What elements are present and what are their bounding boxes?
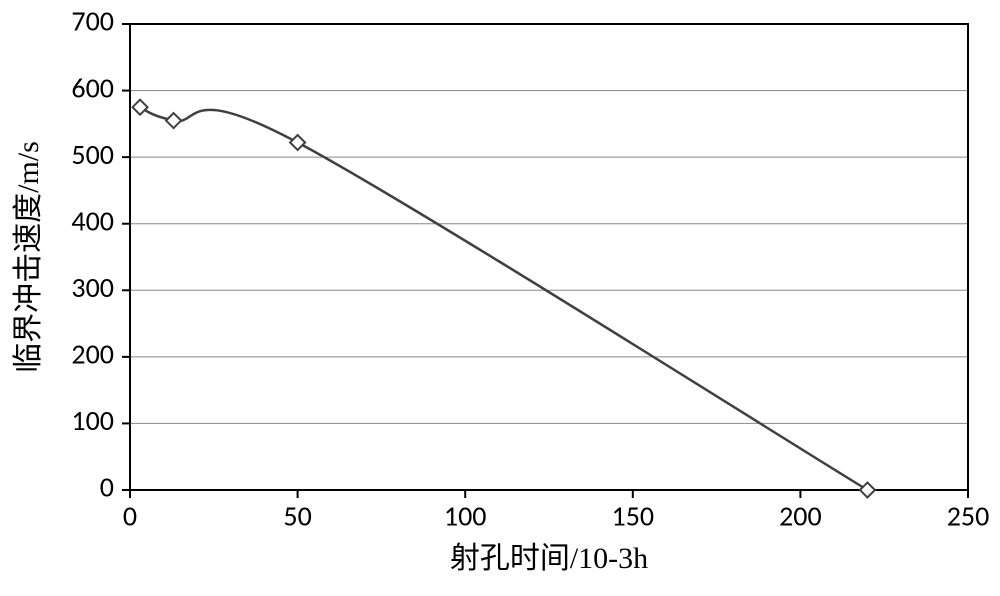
chart-container: 0 100 200 300 400 500 600 700 0 50 100 150 200 250 射孔时… <box>0 0 1000 596</box>
x-tick-label: 250 <box>947 499 990 534</box>
y-tick-label: 0 <box>100 470 114 505</box>
x-tick-label: 200 <box>779 499 822 534</box>
plot-border <box>130 24 968 490</box>
data-marker <box>133 100 148 115</box>
x-tick-label: 100 <box>444 499 487 534</box>
data-marker <box>290 135 305 150</box>
y-tick-label: 700 <box>71 4 114 39</box>
x-axis-title: 射孔时间/10-3h <box>450 542 648 575</box>
chart-svg: 0 100 200 300 400 500 600 700 0 50 100 150 200 250 射孔时… <box>0 0 1000 596</box>
x-tick-label: 150 <box>612 499 655 534</box>
x-tick-label: 0 <box>123 499 137 534</box>
y-axis-title: 临界冲击速度/m/s <box>12 141 45 373</box>
y-tick-label: 600 <box>71 70 114 105</box>
y-tick-label: 100 <box>71 403 114 438</box>
data-marker <box>860 483 875 498</box>
series-line <box>140 107 867 490</box>
y-tick-label: 300 <box>71 270 114 305</box>
y-tick-label: 200 <box>71 337 114 372</box>
x-tick-label: 50 <box>283 499 311 534</box>
data-marker <box>166 113 181 128</box>
y-tick-label: 500 <box>71 137 114 172</box>
y-tick-label: 400 <box>71 203 114 238</box>
